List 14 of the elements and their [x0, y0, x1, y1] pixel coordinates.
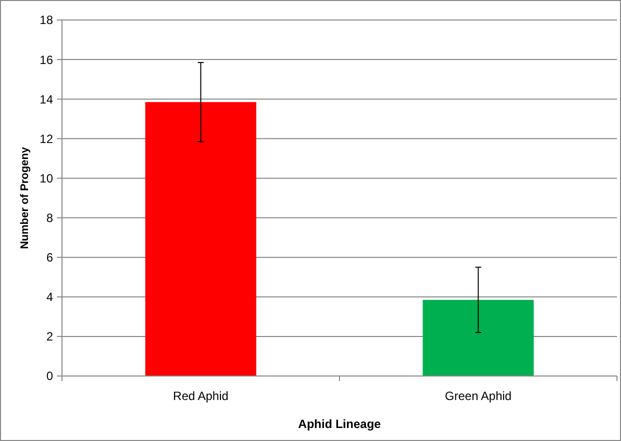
y-axis-title: Number of Progeny: [19, 146, 31, 250]
x-axis-title: Aphid Lineage: [298, 417, 382, 431]
y-tick-label: 6: [46, 250, 54, 265]
y-tick-label: 12: [40, 132, 54, 146]
y-tick-label: 4: [46, 290, 54, 304]
x-tick-label: Red Aphid: [173, 389, 228, 403]
y-tick-label: 14: [40, 92, 54, 106]
y-tick-label: 8: [46, 210, 54, 225]
y-tick-label: 0: [46, 369, 54, 384]
y-tick-label: 16: [40, 52, 54, 67]
y-tick-label: 18: [40, 13, 54, 28]
y-tick-label: 10: [40, 171, 54, 186]
y-tick-label: 2: [46, 330, 54, 344]
x-tick-label: Green Aphid: [444, 389, 512, 403]
